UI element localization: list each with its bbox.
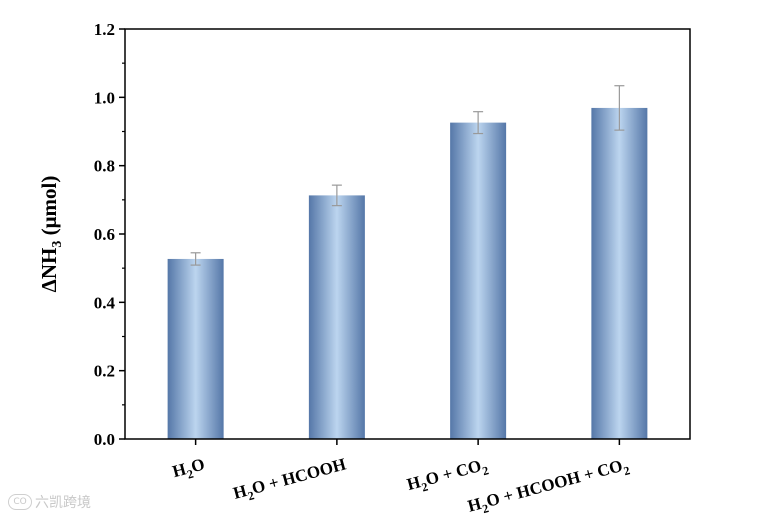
error-bar-2 — [331, 184, 342, 207]
bar-2 — [308, 195, 365, 439]
bars-layer — [167, 107, 648, 440]
x-tick-label-3: H2O + CO2 — [405, 455, 490, 498]
y-axis: 0.0 0.2 0.4 0.6 0.8 1.0 1.2 — [94, 20, 125, 449]
x-tick-label-2: H2O + HCOOH — [231, 455, 349, 507]
y-tick-label-3: 0.4 — [94, 293, 116, 312]
error-bars-layer — [190, 85, 625, 266]
y-tick-label-7: 1.2 — [94, 20, 115, 39]
y-tick-label-4: 0.6 — [94, 225, 115, 244]
error-bar-3 — [473, 111, 484, 135]
y-tick-label-2: 0.2 — [94, 362, 115, 381]
error-bar-4 — [614, 85, 625, 131]
error-bar-1 — [190, 252, 201, 266]
watermark: CO 六凯跨境 — [8, 492, 91, 512]
watermark-logo: CO — [8, 494, 32, 510]
y-tick-label-6: 1.0 — [94, 88, 115, 107]
x-tick-label-1: H2O — [170, 455, 207, 486]
y-tick-label-1: 0.0 — [94, 430, 115, 449]
bar-1 — [167, 258, 224, 439]
bar-4 — [591, 107, 648, 440]
y-axis-title: ΔNH3 (μmol) — [37, 176, 65, 293]
y-tick-label-5: 0.8 — [94, 157, 115, 176]
x-tick-label-4: H2O + HCOOH + CO2 — [466, 455, 632, 519]
bar-3 — [450, 122, 507, 439]
watermark-text: 六凯跨境 — [35, 495, 91, 511]
